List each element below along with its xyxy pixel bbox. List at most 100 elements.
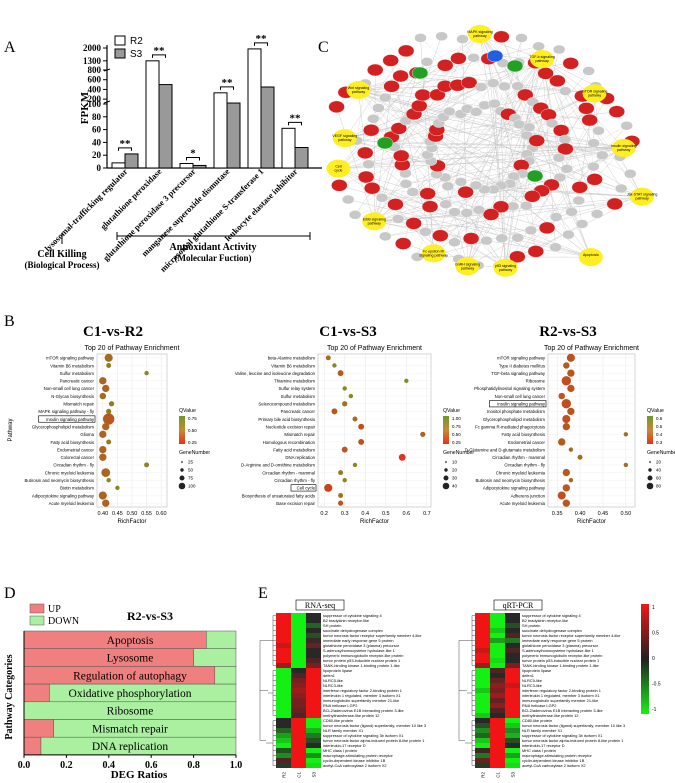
pathway-label: Non-small cell lung cancer — [44, 386, 95, 391]
scale-tick-label: -0.5 — [652, 682, 661, 688]
heatmap-cell — [276, 683, 291, 688]
gene-node — [552, 124, 570, 137]
bar-s3 — [226, 102, 241, 169]
pathway-label: Acute myeloid leukemia — [500, 501, 546, 506]
x-tick-label: 0.60 — [156, 511, 167, 517]
gene-label: SH protein — [522, 623, 540, 628]
gene-label: immediate early response gene 5 protein — [323, 638, 394, 643]
pathway-node-label: Fc epsilon RI signaling pathway — [419, 249, 448, 257]
gene-node — [553, 172, 567, 183]
enrichment-point — [102, 423, 110, 431]
enrichment-point — [562, 414, 571, 424]
y-tick-label: 40 — [92, 137, 102, 147]
heatmap-cell — [505, 668, 520, 673]
gene-node — [399, 179, 413, 189]
qvalue-gradient — [179, 416, 185, 444]
gene-label: NLRC3-like — [522, 683, 542, 688]
gene-legend-label: 60 — [656, 476, 662, 481]
gene-legend-title: GeneNumber — [179, 450, 210, 456]
heatmap-cell — [505, 613, 520, 618]
heatmap-cell — [276, 613, 291, 618]
heatmap-cell — [505, 633, 520, 638]
pathway-label: Adipocytokine signaling pathway — [32, 493, 95, 498]
pathway-node-label: ErbB signaling pathway — [363, 217, 386, 225]
heatmap-cell — [306, 613, 321, 618]
gene-node — [443, 106, 456, 117]
heatmap-cell — [291, 688, 306, 693]
gene-node — [357, 170, 375, 184]
enrichment-point — [561, 376, 572, 386]
category-label: Oxidative phosphorylation — [69, 688, 192, 700]
heatmap-cell — [490, 638, 505, 643]
qvalue-gradient — [443, 416, 449, 444]
enrichment-point — [352, 416, 358, 422]
heatmap-cell — [475, 763, 490, 768]
pathway-label: Adipocytokine signaling pathway — [483, 486, 546, 491]
enrichment-point — [420, 431, 426, 437]
category-label: Apoptosis — [107, 635, 154, 647]
heatmap-cell — [306, 683, 321, 688]
qvalue-tick: 0.50 — [452, 432, 461, 437]
network-edge — [374, 36, 442, 222]
heatmap-cell — [490, 678, 505, 683]
enrichment-point — [144, 370, 149, 376]
gene-label: suppressor of cytokine signaling 3b isof… — [323, 733, 403, 738]
gene-node — [488, 98, 501, 109]
pathway-label: Ribosome — [526, 379, 546, 384]
heatmap-cell — [505, 673, 520, 678]
pathway-label: Circadian rhythm - mammal — [262, 470, 315, 475]
heatmap-cell — [306, 638, 321, 643]
gene-node — [572, 195, 585, 206]
gene-node — [498, 81, 511, 92]
heatmap-cell — [291, 633, 306, 638]
gene-node — [457, 185, 474, 199]
gene-node — [469, 107, 483, 117]
pathway-node — [468, 25, 492, 43]
heatmap-cell — [306, 728, 321, 733]
x-tick-label: 0.8 — [187, 760, 200, 771]
gene-node — [419, 187, 436, 200]
pathway-label: Circadian rhythm - fly — [53, 463, 94, 468]
bubble-subtitle: Top 20 of Pathway Enrichment — [85, 345, 180, 352]
qvalue-tick: 0.75 — [188, 416, 197, 421]
gene-node — [357, 146, 374, 160]
network-edge — [467, 37, 522, 267]
gene-legend-dot — [180, 468, 184, 472]
pathway-label: D-Glutamine and D-glutamate metabolism — [465, 447, 546, 452]
enrichment-point — [568, 478, 574, 483]
pathway-label: D-Arginine and D-ornithine metabolism — [241, 463, 315, 468]
category-label: glutathione peroxidase — [98, 166, 163, 231]
heatmap-cell — [291, 723, 306, 728]
qvalue-tick: 0.3 — [656, 440, 663, 445]
heatmap-cell — [490, 653, 505, 658]
pathway-label: Sulfur relay system — [278, 386, 315, 391]
pathway-label: Insulin signaling pathway — [497, 402, 546, 407]
gene-node — [586, 173, 603, 186]
enrichment-point — [567, 407, 575, 416]
network-edge — [339, 58, 459, 186]
network-edge — [356, 140, 624, 149]
enrichment-point — [338, 493, 344, 498]
enrichment-point — [106, 408, 112, 414]
gene-node — [462, 232, 480, 245]
heatmap-cell — [505, 758, 520, 763]
gene-node — [506, 59, 524, 73]
gene-label: polymeric immunoglobulin receptor-like p… — [323, 653, 403, 658]
heatmap-cell — [306, 648, 321, 653]
heatmap-cell — [291, 698, 306, 703]
enrichment-point — [348, 393, 354, 399]
gene-node — [429, 88, 446, 102]
heatmap-cell — [490, 673, 505, 678]
heatmap-cell — [306, 633, 321, 638]
heatmap-cell — [291, 743, 306, 748]
heatmap-cell — [475, 688, 490, 693]
enrichment-point — [106, 363, 112, 368]
bar-down — [206, 630, 237, 649]
network-edge — [433, 70, 589, 254]
heatmap-cell — [505, 733, 520, 738]
pathway-node-label: GnRH signaling pathway — [455, 262, 480, 270]
panel-label-a: A — [4, 39, 16, 56]
bar-s3 — [294, 147, 309, 169]
heatmap-cell — [490, 688, 505, 693]
panel-label-c: C — [318, 39, 329, 56]
